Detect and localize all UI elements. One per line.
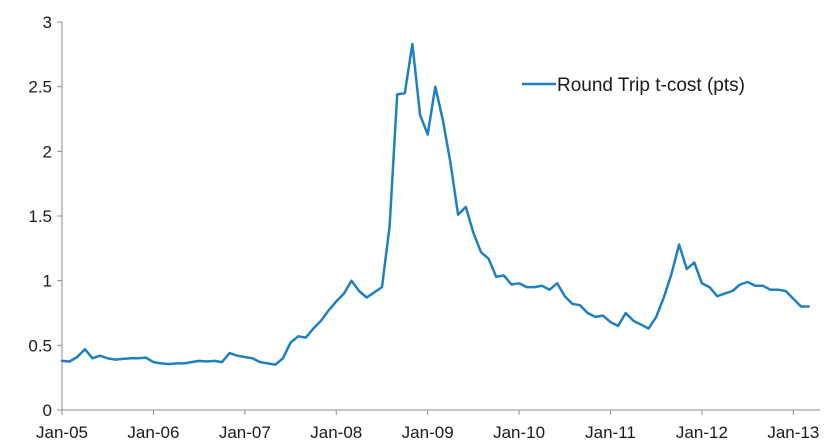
legend-label: Round Trip t-cost (pts) <box>557 75 745 96</box>
x-tick-label: Jan-12 <box>676 423 728 442</box>
x-tick-label: Jan-13 <box>767 423 819 442</box>
x-tick-label: Jan-11 <box>585 423 636 442</box>
x-tick-group: Jan-05 Jan-06 Jan-07 Jan-08 Jan-09 Jan-10 Jan-… <box>36 410 819 442</box>
y-tick-label: 2 <box>43 142 52 161</box>
x-tick-label: Jan-08 <box>310 423 362 442</box>
series-line <box>60 42 810 366</box>
x-tick-label: Jan-05 <box>36 423 88 442</box>
y-tick-label: 2.5 <box>28 78 52 97</box>
x-tick-label: Jan-06 <box>127 423 179 442</box>
x-tick-label: Jan-07 <box>219 423 271 442</box>
y-tick-label: 3 <box>43 13 52 32</box>
y-tick-label: 1.5 <box>28 207 52 226</box>
x-tick-label: Jan-10 <box>493 423 545 442</box>
legend: Round Trip t-cost (pts) <box>522 75 745 96</box>
series-group <box>60 42 810 366</box>
y-tick-label: 1 <box>43 272 52 291</box>
y-tick-group: 0 0.5 1 1.5 2 2.5 3 <box>28 13 62 420</box>
y-tick-label: 0 <box>43 401 52 420</box>
x-tick-label: Jan-09 <box>402 423 454 442</box>
y-tick-label: 0.5 <box>28 336 52 355</box>
